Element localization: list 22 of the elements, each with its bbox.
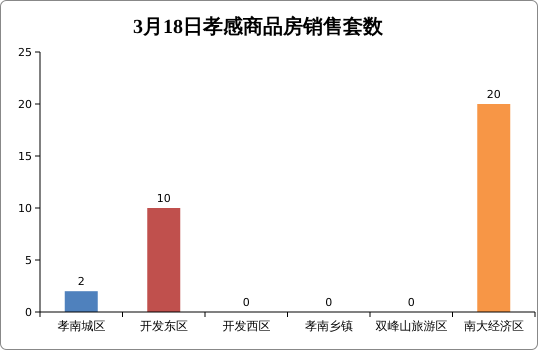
- x-tick-label: 开发东区: [140, 319, 188, 333]
- x-tick-label: 双峰山旅游区: [375, 319, 448, 333]
- data-label: 0: [325, 296, 332, 309]
- y-tick-label: 10: [18, 202, 32, 215]
- y-tick-label: 0: [25, 306, 32, 319]
- bar: [64, 291, 98, 312]
- x-tick-label: 开发西区: [222, 319, 270, 333]
- x-tick-label: 孝南乡镇: [304, 319, 353, 333]
- x-tick-label: 孝南城区: [57, 319, 106, 333]
- x-tick-label: 南大经济区: [464, 319, 524, 333]
- y-tick-label: 5: [25, 254, 32, 267]
- y-tick-label: 20: [18, 98, 32, 111]
- chart-title: 3月18日孝感商品房销售套数: [133, 15, 384, 38]
- data-label: 0: [408, 296, 415, 309]
- bar: [477, 104, 510, 312]
- data-label: 2: [78, 275, 85, 288]
- y-tick-label: 15: [18, 150, 32, 163]
- y-tick-label: 25: [18, 46, 32, 59]
- data-label: 20: [486, 88, 501, 101]
- bar: [147, 208, 180, 312]
- data-label: 0: [242, 296, 250, 309]
- data-label: 10: [156, 192, 171, 205]
